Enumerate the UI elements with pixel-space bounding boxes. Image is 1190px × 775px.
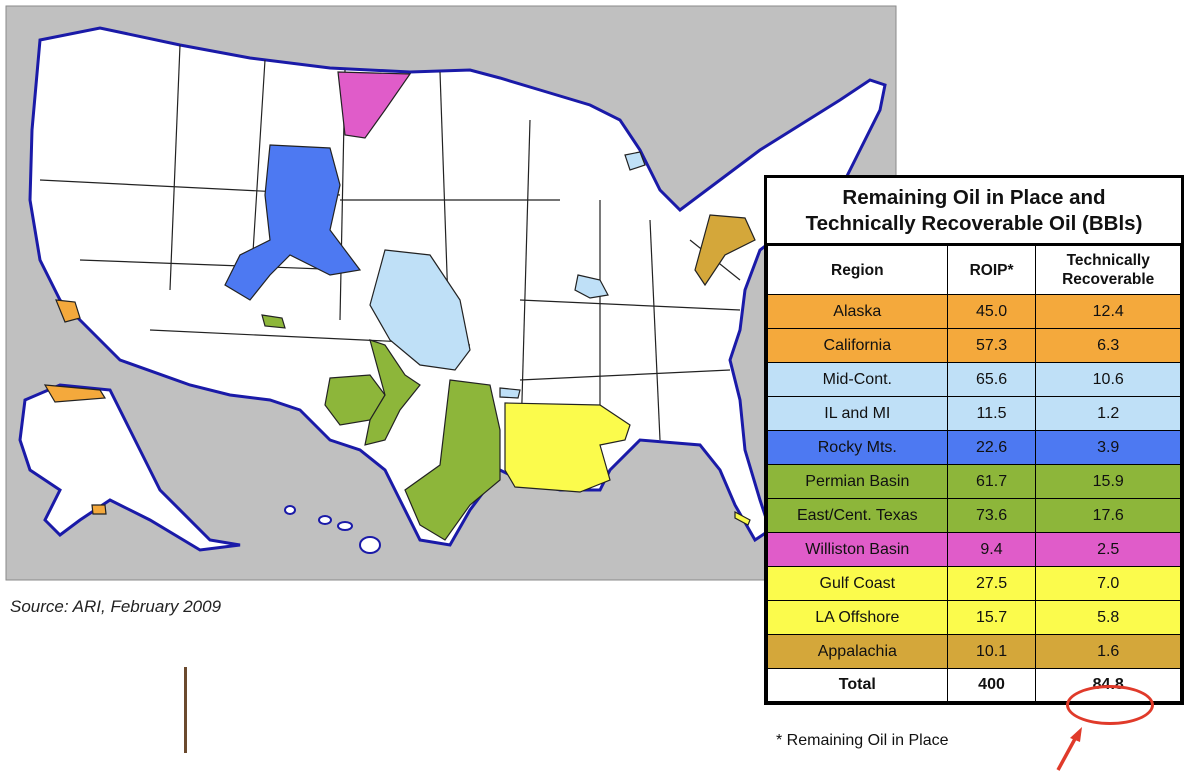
- roip-cell: 9.4: [946, 532, 1037, 567]
- oil-table: Remaining Oil in Place and Technically R…: [764, 175, 1184, 705]
- williston-basin-region: [337, 71, 412, 139]
- region-cell: Gulf Coast: [767, 566, 948, 601]
- total-highlight-circle: [1066, 685, 1154, 725]
- roip-cell: 65.6: [946, 362, 1037, 397]
- table-title-line1: Remaining Oil in Place and: [842, 186, 1106, 209]
- mid-cont-region: [369, 249, 471, 371]
- permian-basin-region-2: [364, 339, 421, 446]
- table-title: Remaining Oil in Place and Technically R…: [767, 178, 1181, 245]
- tr-cell: 1.6: [1035, 634, 1181, 669]
- tr-cell: 7.0: [1035, 566, 1181, 601]
- table-row: Permian Basin 61.7 15.9: [767, 464, 1181, 499]
- tr-cell: 17.6: [1035, 498, 1181, 533]
- header-region: Region: [767, 245, 948, 295]
- alaska-small-region: [91, 504, 107, 515]
- gulf-coast-region: [504, 402, 631, 493]
- header-roip: ROIP*: [946, 245, 1037, 295]
- lower-48-landmass: [28, 26, 887, 547]
- total-roip: 400: [946, 668, 1037, 702]
- east-cent-texas-region: [404, 379, 501, 541]
- hawaii-islands: [284, 505, 381, 554]
- region-cell: Mid-Cont.: [767, 362, 948, 397]
- tr-cell: 10.6: [1035, 362, 1181, 397]
- roip-cell: 10.1: [946, 634, 1037, 669]
- region-cell: Appalachia: [767, 634, 948, 669]
- table-row: Williston Basin 9.4 2.5: [767, 532, 1181, 567]
- alaska-region: [43, 384, 107, 403]
- source-note: Source: ARI, February 2009: [10, 597, 222, 616]
- roip-cell: 45.0: [946, 294, 1037, 329]
- tr-cell: 5.8: [1035, 600, 1181, 635]
- roip-cell: 15.7: [946, 600, 1037, 635]
- alaska-landmass: [18, 383, 241, 552]
- tr-cell: 15.9: [1035, 464, 1181, 499]
- region-cell: Williston Basin: [767, 532, 948, 567]
- roip-cell: 57.3: [946, 328, 1037, 363]
- region-cell: Permian Basin: [767, 464, 948, 499]
- region-cell: California: [767, 328, 948, 363]
- table-row: Appalachia 10.1 1.6: [767, 634, 1181, 669]
- roip-cell: 61.7: [946, 464, 1037, 499]
- tr-cell: 2.5: [1035, 532, 1181, 567]
- permian-small-region: [261, 314, 286, 329]
- illinois-region: [574, 274, 609, 299]
- region-cell: East/Cent. Texas: [767, 498, 948, 533]
- appalachia-region: [694, 214, 756, 287]
- region-cell: Rocky Mts.: [767, 430, 948, 465]
- table-row: California 57.3 6.3: [767, 328, 1181, 363]
- total-row: Total 400 84.8: [767, 668, 1181, 702]
- roip-cell: 27.5: [946, 566, 1037, 601]
- rocky-mts-region: [224, 144, 362, 301]
- total-label: Total: [767, 668, 948, 702]
- roip-cell: 73.6: [946, 498, 1037, 533]
- table-row: Mid-Cont. 65.6 10.6: [767, 362, 1181, 397]
- california-region: [55, 299, 81, 323]
- table-title-line2: Technically Recoverable Oil (BBls): [805, 212, 1143, 235]
- michigan-region: [624, 151, 646, 171]
- footnote: * Remaining Oil in Place: [776, 732, 949, 749]
- region-cell: IL and MI: [767, 396, 948, 431]
- header-tr-line2: Recoverable: [1062, 271, 1155, 288]
- divider-line: [184, 667, 187, 753]
- tr-cell: 3.9: [1035, 430, 1181, 465]
- table-row: IL and MI 11.5 1.2: [767, 396, 1181, 431]
- header-tr-line1: Technically: [1066, 252, 1150, 269]
- table-row: Gulf Coast 27.5 7.0: [767, 566, 1181, 601]
- region-cell: Alaska: [767, 294, 948, 329]
- state-borders: [39, 44, 741, 471]
- florida-region: [734, 511, 751, 526]
- table-row: Rocky Mts. 22.6 3.9: [767, 430, 1181, 465]
- header-tr: Technically Recoverable: [1035, 245, 1181, 295]
- table-row: East/Cent. Texas 73.6 17.6: [767, 498, 1181, 533]
- mid-cont-small-region: [499, 387, 521, 399]
